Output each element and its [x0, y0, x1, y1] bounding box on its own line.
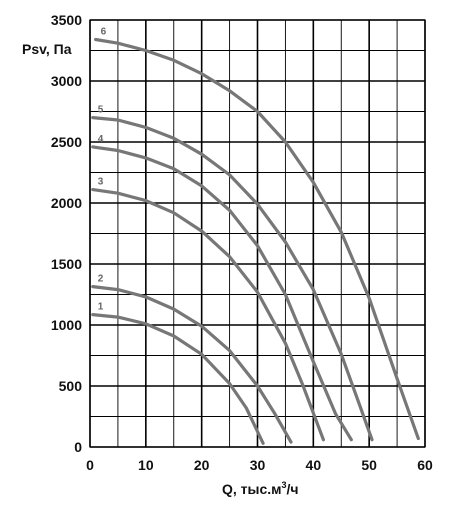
- curve-label-5: 5: [98, 105, 104, 116]
- y-tick-label: 3500: [51, 12, 82, 28]
- curve-3: [91, 188, 325, 442]
- y-tick-labels: 0 500 1000 1500 2000 2500 3000 3500: [51, 12, 82, 455]
- y-tick-label: 500: [59, 378, 83, 394]
- x-axis-title-superscript: 3: [282, 480, 287, 490]
- y-tick-label: 2500: [51, 134, 82, 150]
- y-tick-label: 3000: [51, 73, 82, 89]
- x-tick-label: 20: [194, 457, 210, 473]
- x-axis-title-tail: /ч: [287, 481, 299, 497]
- x-tick-label: 40: [306, 457, 322, 473]
- x-tick-label: 0: [86, 457, 94, 473]
- y-tick-label: 2000: [51, 195, 82, 211]
- x-tick-label: 60: [417, 457, 433, 473]
- x-tick-label: 50: [361, 457, 377, 473]
- y-tick-label: 1000: [51, 317, 82, 333]
- curve-label-2: 2: [98, 274, 104, 285]
- curve-1: [91, 313, 265, 445]
- curve-labels: 1 2 3 4 5 6: [98, 27, 107, 313]
- y-tick-label: 1500: [51, 256, 82, 272]
- plot-frame: [89, 19, 426, 448]
- curve-label-4: 4: [98, 134, 104, 145]
- y-axis-title: Psv, Па: [22, 41, 72, 57]
- curve-4: [91, 145, 353, 442]
- x-axis-title: Q, тыс.м3/ч: [222, 480, 299, 497]
- x-tick-label: 30: [250, 457, 266, 473]
- x-tick-label: 10: [138, 457, 154, 473]
- curves: [91, 37, 420, 445]
- curve-label-3: 3: [98, 177, 104, 188]
- y-tick-label: 0: [74, 439, 82, 455]
- curve-label-1: 1: [98, 302, 104, 313]
- curve-label-6: 6: [101, 27, 107, 38]
- curve-6: [94, 37, 420, 441]
- curve-2: [91, 285, 293, 444]
- grid: [89, 19, 426, 448]
- curve-5: [91, 116, 374, 442]
- x-tick-labels: 0 10 20 30 40 50 60: [86, 457, 433, 473]
- x-axis-title-main: Q, тыс.м: [222, 481, 282, 497]
